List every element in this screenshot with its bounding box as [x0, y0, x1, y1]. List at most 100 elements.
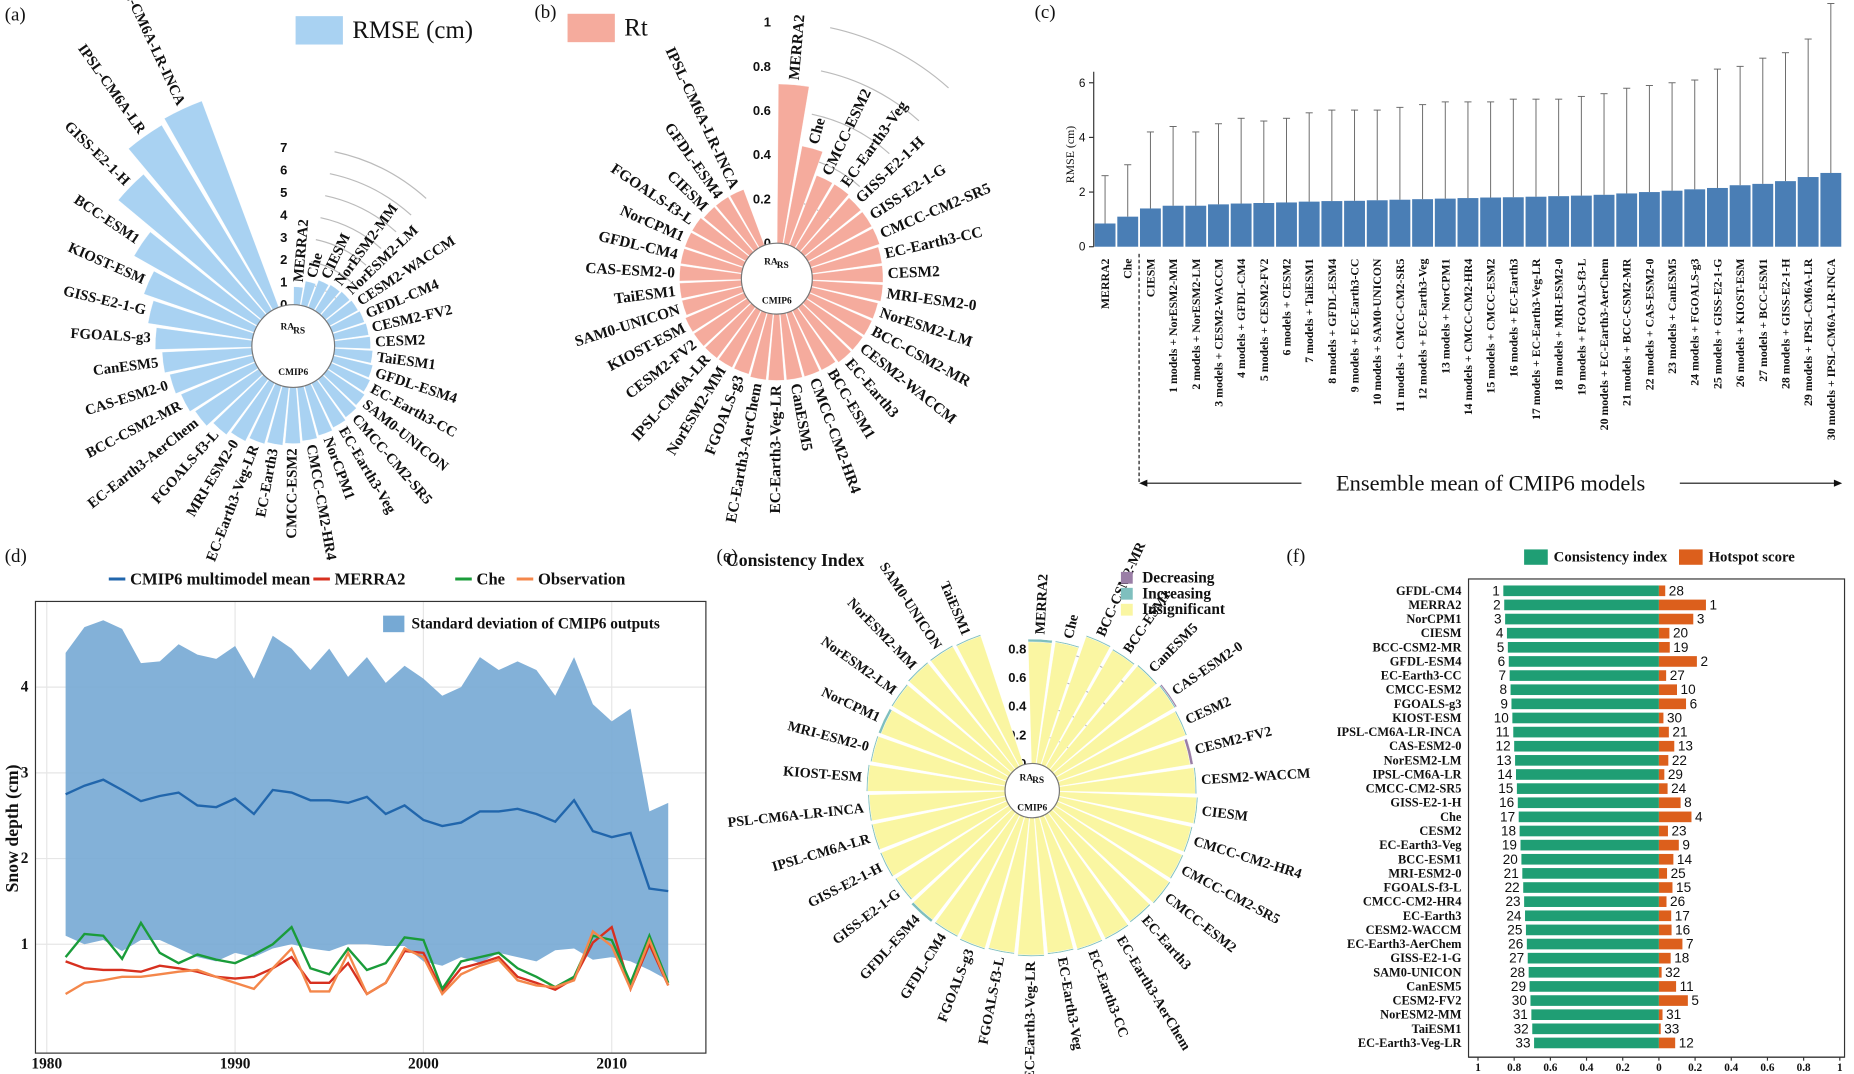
x-tick-label: 2 models + NorESM2-LM — [1189, 259, 1203, 390]
error-bar — [1668, 82, 1676, 191]
y-tick-label: 7 — [280, 140, 287, 155]
rank-label: 11 — [1680, 979, 1694, 994]
bar — [1512, 712, 1659, 724]
legend-swatch — [383, 615, 405, 633]
category-label: IPSL-CM6A-LR — [74, 41, 148, 137]
error-bar — [1759, 57, 1767, 184]
bar — [1457, 198, 1479, 247]
category-label: PSL-CM6A-LR-INCA — [727, 800, 866, 830]
inner-label: RA — [764, 258, 778, 268]
rank-label: 17 — [1675, 908, 1690, 923]
y-tick-label: 6 — [280, 162, 287, 177]
error-bar — [1169, 126, 1177, 206]
category-label: CMCC-ESM2 — [1386, 683, 1462, 697]
bar — [1684, 189, 1706, 247]
bar — [1017, 955, 1045, 957]
bar — [1775, 181, 1796, 247]
bar — [1208, 204, 1229, 247]
rank-label: 9 — [1682, 838, 1690, 853]
error-bar — [1419, 104, 1427, 200]
rank-label: 30 — [1512, 993, 1528, 1008]
error-bar — [1781, 52, 1790, 182]
series-line — [64, 920, 670, 992]
error-bar — [1509, 98, 1517, 198]
bar — [1480, 197, 1502, 247]
bar — [1520, 839, 1659, 851]
inner-label: RA — [281, 322, 295, 332]
category-label: MERRA2 — [1032, 573, 1051, 634]
bar — [1593, 194, 1615, 247]
category-label: SAM0-UNICON — [1373, 965, 1461, 979]
x-tick-label: 21 models + BCC-CSM2-MR — [1620, 258, 1634, 406]
bar — [1519, 825, 1659, 837]
x-tick-label: MERRA2 — [1098, 258, 1112, 309]
rank-label: 1 — [1492, 583, 1500, 598]
bar — [1298, 201, 1320, 247]
x-tick-label: 19 models + FGOALS-f3-L — [1574, 258, 1588, 395]
bar — [1658, 585, 1666, 597]
x-tick-label: 0.8 — [1797, 1062, 1811, 1074]
error-bar — [1328, 109, 1336, 202]
legend-label: RMSE (cm) — [352, 17, 473, 44]
legend-swatch — [1120, 587, 1133, 600]
category-label: EC-Earth3-Veg-LR — [1358, 1036, 1463, 1050]
x-tick-label: 0.4 — [1580, 1062, 1594, 1074]
rank-label: 17 — [1500, 809, 1515, 824]
error-bar — [1192, 131, 1200, 206]
bar — [1658, 797, 1681, 809]
category-label: MRI-ESM2-0 — [1388, 866, 1461, 880]
bar — [1658, 966, 1662, 978]
bar — [959, 939, 985, 950]
category-label: EC-Earth3 — [1403, 909, 1462, 923]
x-tick-label: 1980 — [31, 1055, 62, 1072]
rank-label: 31 — [1666, 1007, 1681, 1022]
bar — [1515, 769, 1659, 780]
bar — [1661, 190, 1683, 247]
category-label: EC-Earth3-Veg-LR — [1022, 960, 1039, 1074]
category-label: GFDL-CM4 — [1396, 584, 1461, 598]
category-label: KIOST-ESM — [66, 240, 148, 288]
category-label: GISS-E2-1-G — [1390, 951, 1461, 965]
x-tick-label: 25 models + GISS-E2-1-G — [1710, 259, 1724, 389]
y-tick-label: 0.8 — [753, 59, 771, 74]
y-tick-label: 2 — [280, 252, 287, 267]
x-tick-label: 8 models + GFDL-ESM4 — [1325, 258, 1339, 383]
inner-label: RS — [777, 261, 789, 271]
rank-label: 23 — [1505, 894, 1520, 909]
x-tick-label: 0.8 — [1507, 1062, 1521, 1074]
bar — [1518, 811, 1659, 823]
bar — [1230, 203, 1252, 247]
category-label: CAS-ESM2-0 — [585, 260, 676, 282]
category-label: GISS-E2-1-H — [61, 119, 133, 190]
x-tick-label: 15 models + CMCC-ESM2 — [1484, 258, 1498, 393]
x-tick-label: 0.6 — [1543, 1062, 1557, 1074]
bar — [1344, 200, 1365, 247]
rank-label: 29 — [1511, 979, 1526, 994]
category-label: CESM2-WACCM — [1366, 923, 1462, 937]
x-tick-label: 0.2 — [1688, 1062, 1702, 1074]
category-label: CESM2-WACCM — [1201, 766, 1311, 789]
category-label: CanESM5 — [92, 355, 159, 379]
bar — [1515, 755, 1659, 766]
bar — [1548, 196, 1570, 247]
y-axis-label: RMSE (cm) — [1063, 126, 1077, 183]
inner-label: CMIP6 — [762, 297, 792, 307]
y-tick-label: 1 — [764, 15, 771, 30]
error-bar — [1464, 101, 1472, 199]
category-label: BCC-ESM1 — [1398, 852, 1461, 866]
bar — [1508, 656, 1659, 667]
bar — [1509, 670, 1659, 681]
rank-label: 15 — [1498, 781, 1513, 796]
rank-label: 26 — [1508, 937, 1523, 952]
category-label: NorCPM1 — [1406, 612, 1461, 626]
x-tick-label: 0.6 — [1760, 1062, 1774, 1074]
bar — [878, 708, 890, 733]
bar — [1658, 613, 1694, 625]
bar — [1658, 599, 1706, 611]
rank-label: 26 — [1670, 894, 1685, 909]
rank-label: 28 — [1669, 583, 1684, 598]
bar — [1658, 698, 1687, 710]
category-label: GISS-E2-1-G — [62, 283, 148, 318]
series-line — [65, 778, 669, 893]
